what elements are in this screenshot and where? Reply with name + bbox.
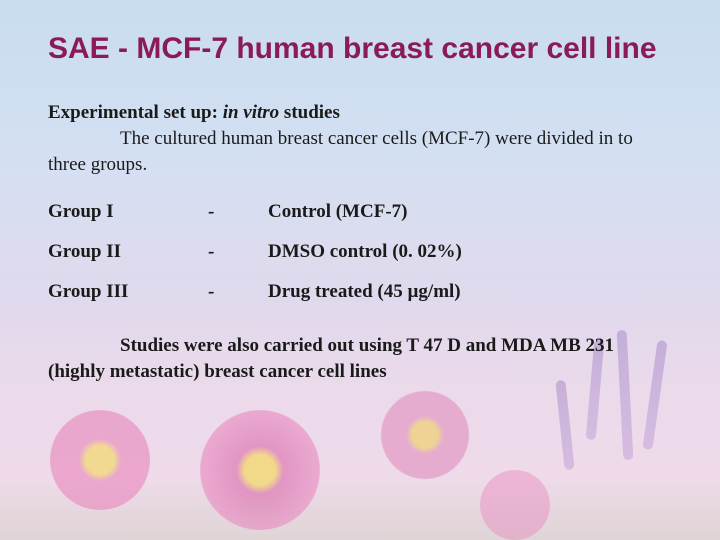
slide-title: SAE - MCF-7 human breast cancer cell lin…: [48, 32, 672, 66]
groups-table: Group I - Control (MCF-7) Group II - DMS…: [48, 201, 672, 303]
table-row: Group I - Control (MCF-7): [48, 201, 672, 223]
slide-content: SAE - MCF-7 human breast cancer cell lin…: [0, 0, 720, 417]
group-value: DMSO control (0. 02%): [268, 241, 672, 263]
group-name: Group II: [48, 241, 208, 263]
table-row: Group II - DMSO control (0. 02%): [48, 241, 672, 263]
table-row: Group III - Drug treated (45 µg/ml): [48, 281, 672, 303]
group-dash: -: [208, 241, 268, 263]
footnote: Studies were also carried out using T 47…: [48, 333, 672, 384]
setup-line: Experimental set up: in vitro studies: [48, 102, 672, 124]
group-value: Drug treated (45 µg/ml): [268, 281, 672, 303]
setup-italic: in vitro: [223, 102, 279, 123]
group-name: Group I: [48, 201, 208, 223]
setup-studies: studies: [284, 102, 340, 123]
description: The cultured human breast cancer cells (…: [48, 126, 672, 177]
group-name: Group III: [48, 281, 208, 303]
group-dash: -: [208, 201, 268, 223]
group-value: Control (MCF-7): [268, 201, 672, 223]
footnote-text: Studies were also carried out using T 47…: [48, 335, 614, 382]
setup-label: Experimental set up:: [48, 102, 218, 123]
group-dash: -: [208, 281, 268, 303]
description-text: The cultured human breast cancer cells (…: [48, 128, 633, 175]
